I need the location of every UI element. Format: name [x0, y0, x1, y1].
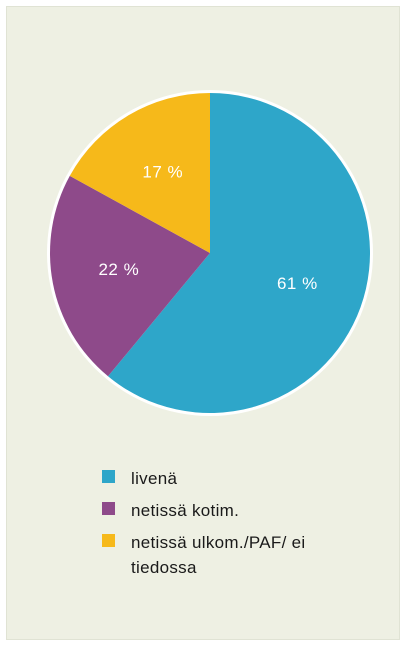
legend-item: netissä kotim. [102, 498, 307, 523]
legend-swatch [102, 502, 115, 515]
legend-item: livenä [102, 466, 307, 491]
pie-slice [108, 93, 371, 413]
legend-swatch [102, 470, 115, 483]
legend: livenä netissä kotim. netissä ulkom./PAF/ … [102, 466, 307, 587]
legend-swatch [102, 534, 115, 547]
legend-label: livenä [131, 469, 178, 488]
legend-label: netissä ulkom./PAF/ ei tiedossa [131, 533, 306, 577]
legend-label: netissä kotim. [131, 501, 240, 520]
slice-label: 22 % [98, 260, 139, 279]
legend-item: netissä ulkom./PAF/ ei tiedossa [102, 530, 307, 580]
slice-label: 61 % [277, 274, 318, 293]
pie-slice [69, 92, 211, 253]
chart: 61 % 22 % 17 % [47, 90, 373, 416]
slice-label: 17 % [142, 163, 183, 182]
pie-slice [49, 175, 211, 377]
